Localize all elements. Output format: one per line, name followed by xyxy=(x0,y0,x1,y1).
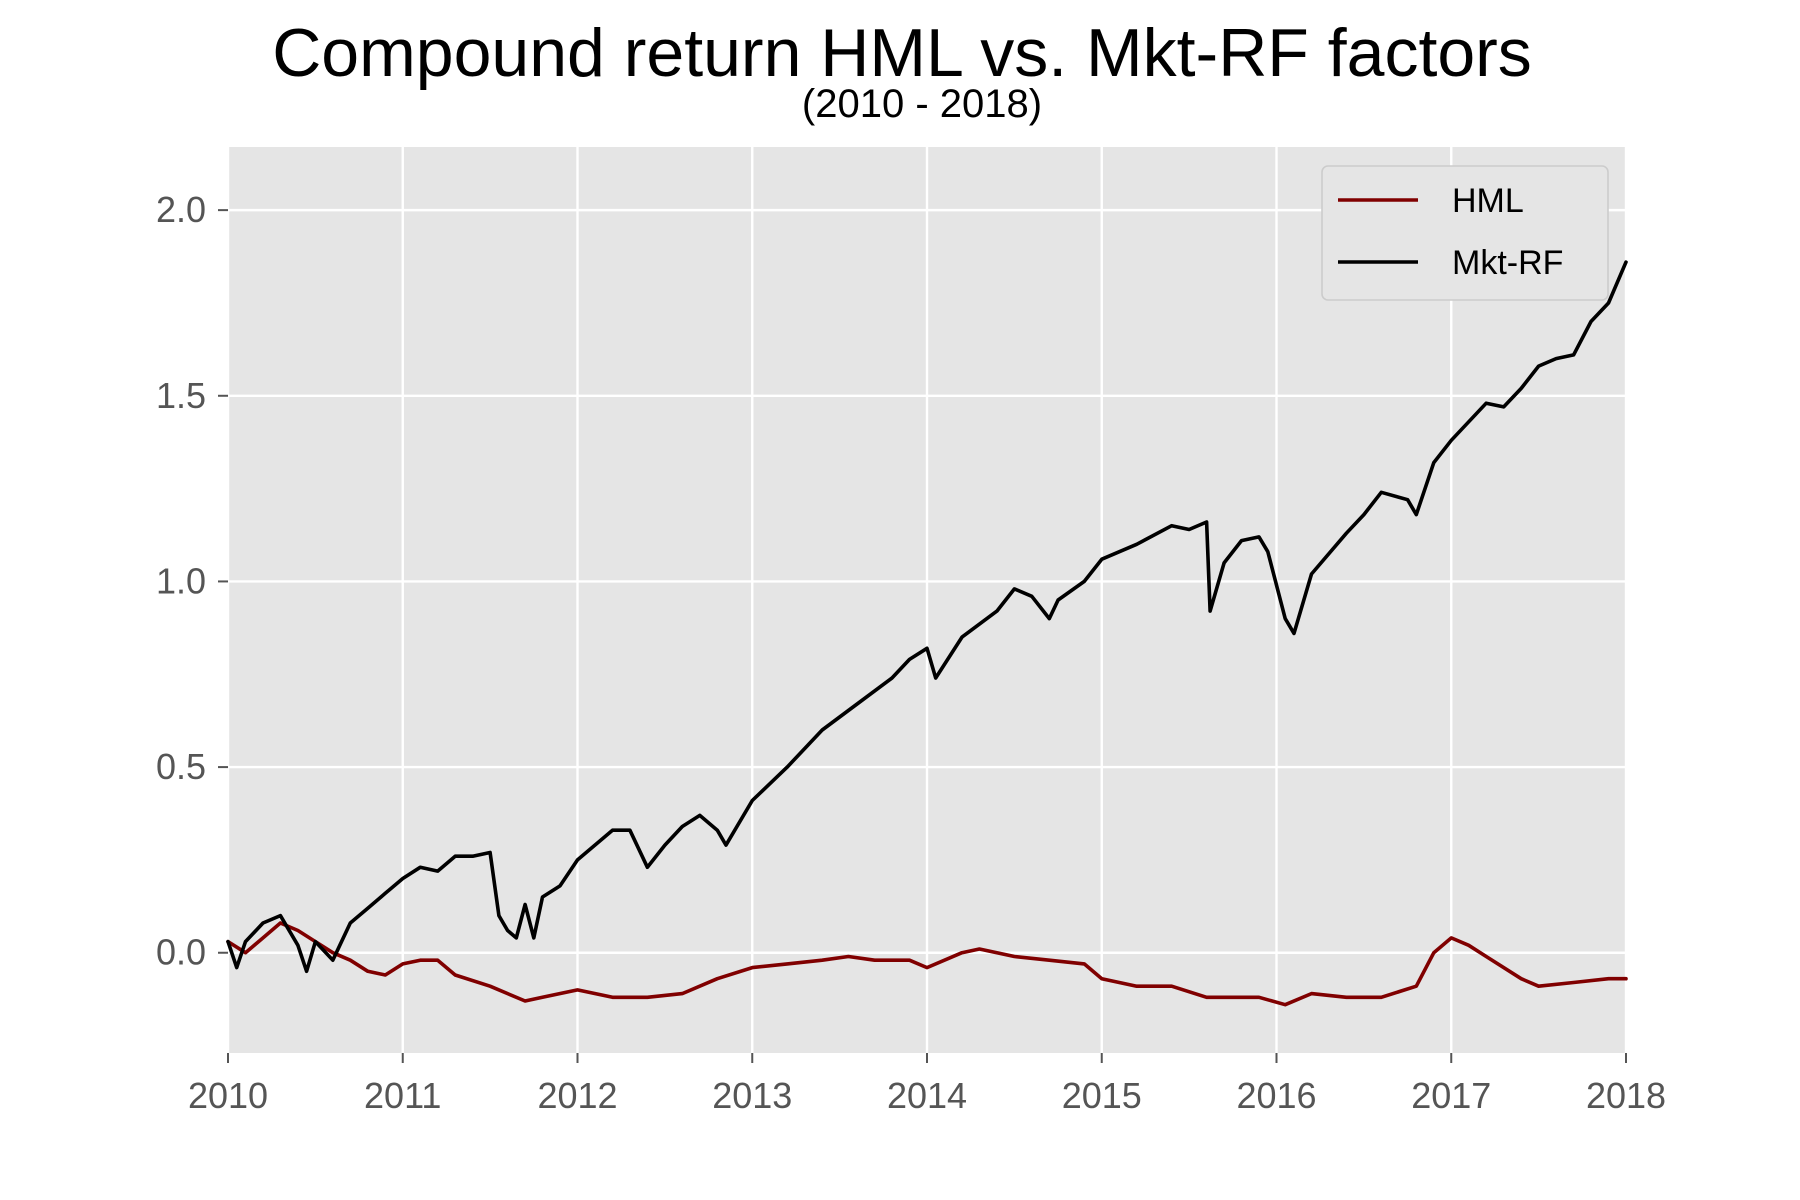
y-axis: 0.0 0.5 1.0 1.5 2.0 xyxy=(156,189,228,973)
x-tick-label: 2015 xyxy=(1062,1075,1142,1116)
y-tick-label: 1.0 xyxy=(156,560,206,601)
x-tick-label: 2011 xyxy=(364,1075,441,1116)
series-line-mkt-rf xyxy=(226,260,1628,974)
legend-label: Mkt-RF xyxy=(1452,244,1563,282)
series-line-hml xyxy=(226,921,1628,1007)
x-tick-label: 2010 xyxy=(188,1075,268,1116)
x-tick-label: 2016 xyxy=(1236,1075,1316,1116)
y-tick-label: 0.0 xyxy=(156,932,206,973)
y-tick-label: 1.5 xyxy=(156,375,206,416)
legend: HML Mkt-RF xyxy=(1321,165,1609,301)
legend-label: HML xyxy=(1452,182,1524,220)
chart-subtitle: (2010 - 2018) xyxy=(802,82,1042,126)
x-tick-label: 2017 xyxy=(1411,1075,1491,1116)
x-tick-label: 2013 xyxy=(712,1075,792,1116)
x-tick-label: 2018 xyxy=(1586,1075,1666,1116)
x-axis: 2010 2011 2012 2013 2014 2015 2016 2017 2018 xyxy=(188,1053,1666,1116)
x-tick-label: 2012 xyxy=(537,1075,617,1116)
series-layer xyxy=(226,260,1628,1007)
y-tick-label: 0.5 xyxy=(156,746,206,787)
chart-title: Compound return HML vs. Mkt-RF factors xyxy=(272,15,1532,91)
y-tick-label: 2.0 xyxy=(156,189,206,230)
x-tick-label: 2014 xyxy=(887,1075,967,1116)
